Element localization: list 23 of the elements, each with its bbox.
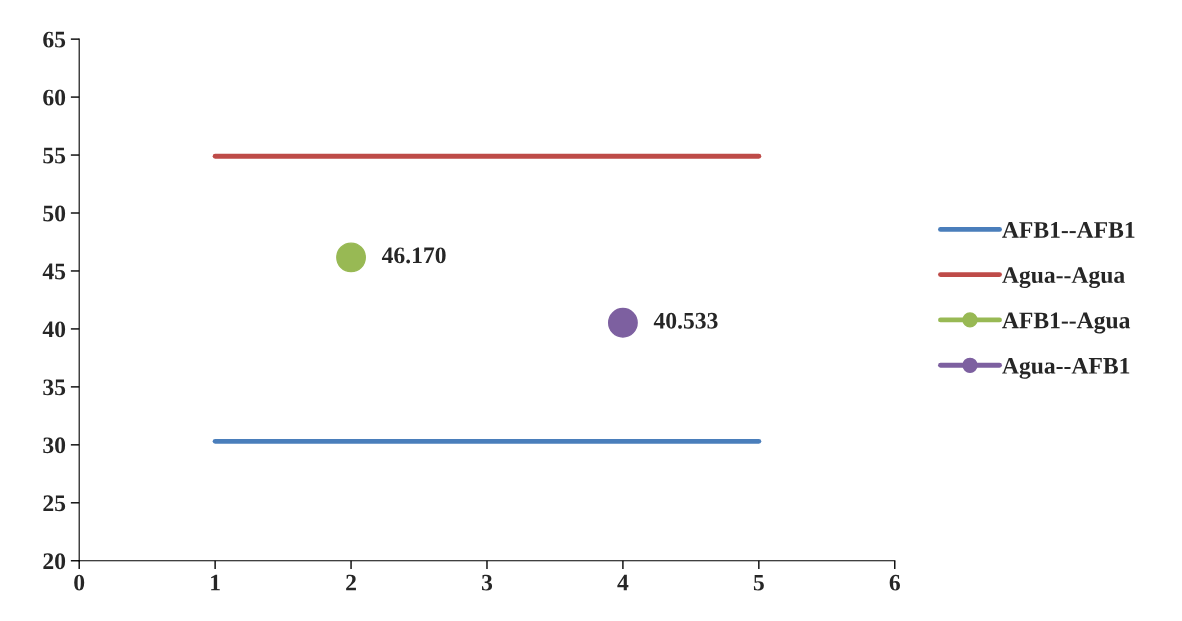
- y-tick-label: 20: [43, 553, 66, 570]
- x-tick-label: 1: [211, 574, 220, 591]
- data-label: 40.533: [653, 312, 718, 329]
- data-label: 46.170: [381, 247, 446, 264]
- legend-label: Agua--AFB1: [1002, 357, 1130, 379]
- legend-label: AFB1--AFB1: [1002, 222, 1135, 238]
- x-tick-label: 2: [346, 574, 356, 591]
- legend-label: Agua--Agua: [1002, 267, 1125, 289]
- legend-label: AFB1--Agua: [1002, 312, 1131, 334]
- x-tick-label: 5: [753, 574, 764, 591]
- y-tick-label: 25: [43, 495, 66, 512]
- y-tick-label: 45: [42, 263, 66, 280]
- y-tick-label: 65: [43, 31, 66, 48]
- y-tick-label: 35: [43, 379, 66, 396]
- x-tick-label: 0: [74, 574, 85, 591]
- x-tick-label: 6: [889, 574, 900, 591]
- y-tick-label: 60: [43, 89, 66, 106]
- y-tick-label: 30: [43, 437, 66, 454]
- x-tick-label: 4: [617, 574, 629, 591]
- y-tick-label: 50: [43, 205, 66, 222]
- x-tick-label: 3: [481, 574, 493, 591]
- y-tick-label: 55: [43, 147, 66, 164]
- y-tick-label: 40: [42, 321, 66, 338]
